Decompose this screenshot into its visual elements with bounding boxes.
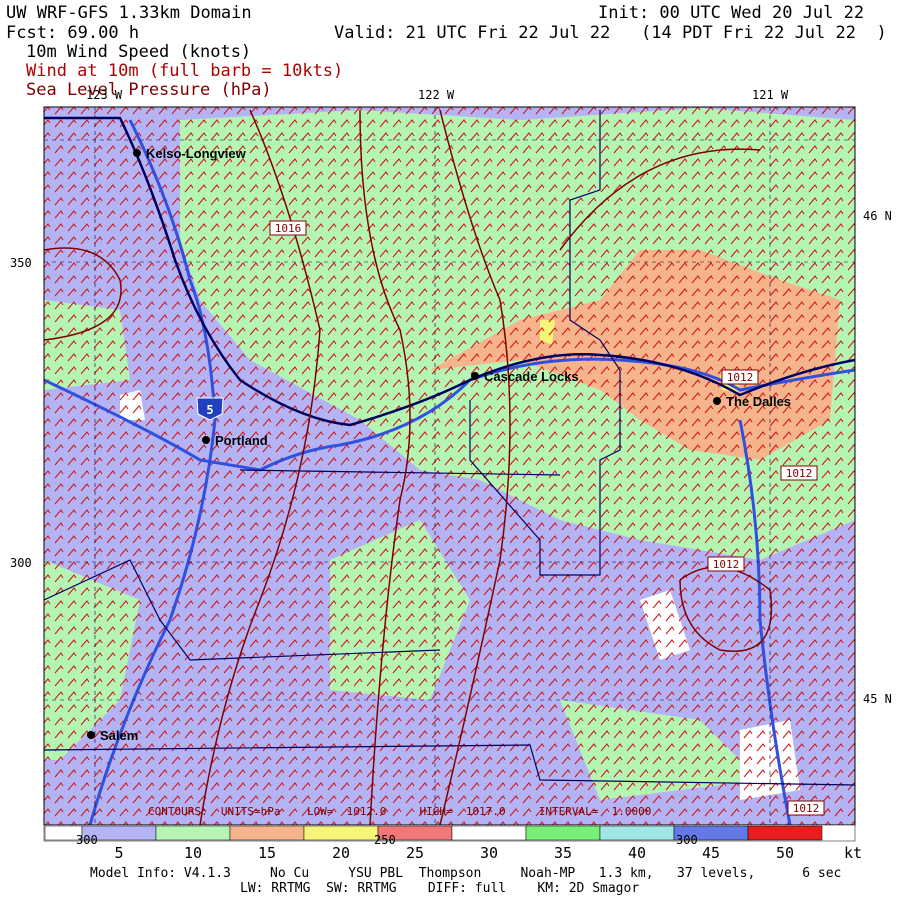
city-dot xyxy=(202,436,210,444)
river xyxy=(738,419,792,825)
city-label: Kelso-Longview xyxy=(146,146,247,161)
colorbar-swatch xyxy=(599,825,675,841)
colorbar-unit: kt xyxy=(844,844,862,862)
init-time: Init: 00 UTC Wed 20 Jul 22 xyxy=(598,3,864,23)
contour-info: CONTOURS: UNITS=hPa LOW= 1012.0 HIGH= 10… xyxy=(148,805,651,818)
colorbar-tick-label: 5 xyxy=(114,844,123,862)
city-dot xyxy=(713,397,721,405)
city-dot xyxy=(471,372,479,380)
colorbar-tick-label: 15 xyxy=(258,844,276,862)
isobar-label-box xyxy=(780,465,818,481)
isobar-label-box xyxy=(787,800,825,816)
city-label: Salem xyxy=(100,728,138,743)
city-dot xyxy=(87,731,95,739)
title: UW WRF-GFS 1.33km Domain xyxy=(6,3,252,23)
isobar xyxy=(44,109,773,825)
isobar-label-box xyxy=(721,369,759,385)
longitude-label: 121 W xyxy=(752,88,789,102)
wind-barbs xyxy=(44,107,855,825)
interstate-label: 5 xyxy=(206,403,213,417)
field-label: Sea Level Pressure (hPa) xyxy=(26,80,272,100)
colorbar-tick-label: 25 xyxy=(406,844,424,862)
state-border xyxy=(44,116,855,427)
isobar-label-box xyxy=(269,220,307,236)
field-label: 10m Wind Speed (knots) xyxy=(26,42,251,62)
city-label: Cascade Locks xyxy=(484,369,579,384)
colorbar-swatch xyxy=(747,825,823,841)
city-label: The Dalles xyxy=(726,394,791,409)
colorbar-tick-label: 20 xyxy=(332,844,350,862)
city-dot xyxy=(133,149,141,157)
grid-x-label: 250 xyxy=(374,833,396,847)
colorbar-tick-label: 40 xyxy=(628,844,646,862)
colorbar-swatch xyxy=(525,825,601,841)
colorbar: 5 10 15 20 25 30 35 40 45 50 kt xyxy=(44,825,862,862)
forecast-hour: Fcst: 69.00 h xyxy=(6,23,139,43)
colorbar-tick-label: 50 xyxy=(776,844,794,862)
isobar-label: 1012 xyxy=(713,558,740,571)
colorbar-swatch xyxy=(229,825,305,841)
colorbar-tick-label: 35 xyxy=(554,844,572,862)
longitude-label: 123 W xyxy=(86,88,123,102)
colorbar-tick-label: 30 xyxy=(480,844,498,862)
colorbar-tick-label: 45 xyxy=(702,844,720,862)
city-label: Portland xyxy=(215,433,268,448)
isobar-label: 1012 xyxy=(793,802,820,815)
grid-y-label: 350 xyxy=(10,256,32,270)
colorbar-tick-label: 10 xyxy=(184,844,202,862)
isobar-label: 1012 xyxy=(727,371,754,384)
grid-x-label: 300 xyxy=(76,833,98,847)
isobar-label: 1016 xyxy=(275,222,302,235)
grid-y-label: 300 xyxy=(10,556,32,570)
longitude-label: 122 W xyxy=(418,88,455,102)
field-label: Wind at 10m (full barb = 10kts) xyxy=(26,61,343,81)
valid-time: Valid: 21 UTC Fri 22 Jul 22 (14 PDT Fri … xyxy=(334,23,887,43)
model-info: Model Info: V4.1.3 No Cu YSU PBL Thompso… xyxy=(90,866,841,881)
isobar-labels: 1016 1012 1012 1012 1012 xyxy=(269,220,825,816)
isobar-label-box xyxy=(707,556,745,572)
colorbar-swatch xyxy=(155,825,231,841)
model-info: LW: RRTMG SW: RRTMG DIFF: full KM: 2D Sm… xyxy=(240,881,639,896)
map: 5 Kelso-Longview Cascade Locks Portland … xyxy=(44,107,855,825)
isobar-label: 1012 xyxy=(786,467,813,480)
grid-x-label: 300 xyxy=(676,833,698,847)
colorbar-swatch xyxy=(303,825,379,841)
river xyxy=(88,119,217,825)
interstate-shield xyxy=(196,397,224,421)
county-border xyxy=(44,110,855,786)
latitude-label: 45 N xyxy=(863,692,892,706)
colorbar-swatch xyxy=(451,825,527,841)
latitude-label: 46 N xyxy=(863,209,892,223)
